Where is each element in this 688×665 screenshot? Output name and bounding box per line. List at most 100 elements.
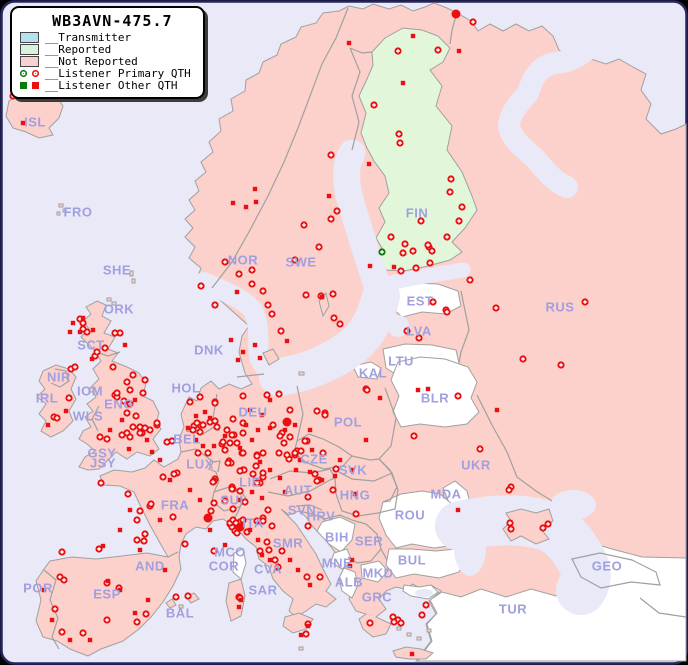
sea-gulf-of-finland: [371, 262, 471, 294]
listener-primary-marker: [53, 414, 61, 422]
legend-item-label: __Reported: [45, 42, 112, 56]
country-label-por: POR: [23, 581, 53, 596]
listener-primary-marker: [319, 449, 327, 457]
listener-primary-marker: [153, 419, 161, 427]
listener-primary-marker: [476, 445, 484, 453]
listener-other-marker: [352, 491, 358, 497]
region-kaliningrad: [352, 361, 382, 380]
listener-primary-marker: [336, 320, 344, 328]
country-label-mkd: MKD: [362, 566, 393, 581]
listener-primary-marker: [253, 452, 261, 460]
country-label-nor: NOR: [228, 253, 259, 268]
listener-primary-marker: [129, 371, 137, 379]
country-label-blr: BLR: [421, 391, 449, 406]
listener-other-marker: [267, 425, 273, 431]
listener-primary-marker: [93, 348, 101, 356]
listener-primary-marker: [228, 485, 236, 493]
listener-other-marker: [415, 387, 421, 393]
country-label-sui: SUI: [220, 493, 243, 508]
listener-primary-marker: [396, 139, 404, 147]
listener-other-marker: [67, 329, 73, 335]
listener-other-marker: [157, 517, 163, 523]
listener-primary-marker: [141, 424, 149, 432]
listener-primary-marker: [303, 573, 311, 581]
listener-primary-marker: [313, 477, 321, 485]
country-label-ser: SER: [355, 534, 383, 549]
listener-other-marker: [70, 320, 76, 326]
small-islands: [56, 203, 432, 651]
listener-primary-marker: [223, 426, 231, 434]
legend-item-label: __Listener Other QTH: [45, 78, 178, 92]
listener-primary-marker: [429, 298, 437, 306]
country-label-ukr: UKR: [461, 458, 491, 473]
legend-marker-dot: [20, 70, 27, 77]
listener-primary-marker: [58, 628, 66, 636]
listener-primary-marker: [264, 301, 272, 309]
country-label-ork: ORK: [104, 302, 135, 317]
listener-primary-marker: [363, 386, 371, 394]
listener-primary-marker: [129, 423, 137, 431]
listener-other-marker: [367, 263, 373, 269]
listener-other-marker: [230, 200, 236, 206]
listener-primary-marker: [228, 431, 236, 439]
listener-primary-marker: [109, 363, 117, 371]
listener-primary-marker: [221, 446, 229, 454]
country-label-irl: IRL: [36, 391, 58, 406]
listener-primary-marker: [446, 188, 454, 196]
listener-primary-marker: [330, 314, 338, 322]
listener-other-marker: [100, 543, 106, 549]
listener-primary-marker: [147, 500, 155, 508]
listener-primary-marker: [401, 240, 409, 248]
listener-primary-marker: [207, 507, 215, 515]
listener-other-marker: [237, 445, 243, 451]
listener-other-marker: [243, 422, 249, 428]
listener-other-marker: [167, 477, 173, 483]
sea-marmara: [415, 589, 433, 597]
listener-other-marker: [307, 582, 313, 588]
listener-other-marker: [249, 489, 255, 495]
listener-primary-marker: [126, 400, 134, 408]
listener-other-marker: [222, 542, 228, 548]
listener-primary-marker: [278, 547, 286, 555]
listener-other-marker: [126, 446, 132, 452]
country-label-iom: IOM: [77, 384, 103, 399]
listener-other-marker: [247, 527, 253, 533]
listener-primary-marker: [248, 280, 256, 288]
country-label-she: SHE: [103, 263, 131, 278]
listener-primary-marker: [209, 478, 217, 486]
listener-primary-marker: [196, 393, 204, 401]
listener-primary-marker: [126, 433, 134, 441]
listener-primary-marker: [507, 525, 515, 533]
listener-other-marker: [346, 40, 352, 46]
listener-primary-marker: [111, 329, 119, 337]
listener-primary-marker: [283, 451, 291, 459]
listener-primary-marker: [235, 270, 243, 278]
listener-other-marker: [185, 425, 191, 431]
country-label-rus: RUS: [546, 300, 575, 315]
country-label-sct: SCT: [77, 338, 105, 353]
listener-primary-marker: [229, 505, 237, 513]
country-label-hng: HNG: [340, 488, 370, 503]
listener-primary-marker: [277, 327, 285, 335]
country-label-grc: GRC: [362, 590, 393, 605]
listener-other-marker: [391, 264, 397, 270]
listener-other-marker: [157, 457, 163, 463]
listener-other-marker: [222, 433, 228, 439]
listener-primary-marker: [275, 449, 283, 457]
listener-primary-marker: [236, 467, 244, 475]
listener-primary-marker: [276, 432, 284, 440]
listener-primary-marker: [79, 629, 87, 637]
listener-primary-marker: [304, 493, 312, 501]
listener-other-marker: [252, 342, 258, 348]
country-label-deu: DEU: [239, 405, 268, 420]
listener-primary-marker: [291, 449, 299, 457]
listener-other-marker: [77, 329, 83, 335]
listener-primary-marker: [557, 361, 565, 369]
listener-primary-marker: [139, 389, 147, 397]
listener-primary-marker: [142, 610, 150, 618]
country-label-svk: SVK: [339, 463, 367, 478]
listener-other-marker: [177, 527, 183, 533]
listener-primary-marker: [113, 389, 121, 397]
